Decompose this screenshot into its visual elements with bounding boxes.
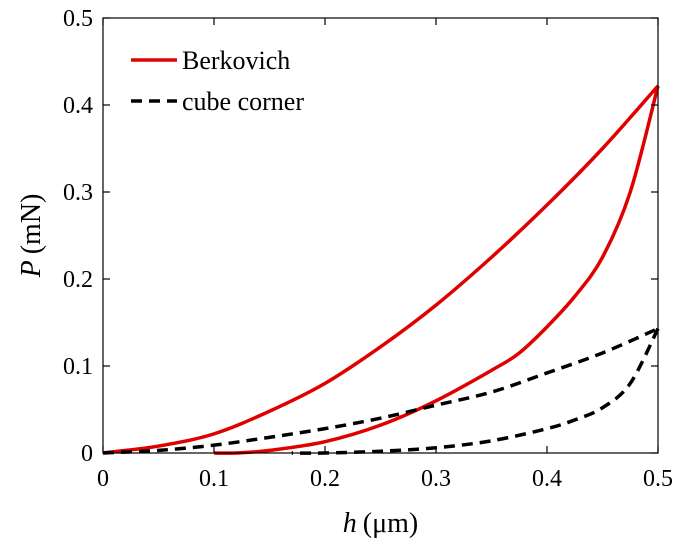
x-axis-variable: h bbox=[343, 508, 357, 539]
legend-label-1: cube corner bbox=[182, 87, 304, 116]
y-axis-label: P (mN) bbox=[16, 194, 47, 279]
y-tick-label: 0.3 bbox=[63, 180, 93, 206]
y-tick-label: 0.5 bbox=[63, 6, 93, 32]
y-axis-variable: P bbox=[16, 260, 47, 278]
legend-label-0: Berkovich bbox=[182, 46, 290, 75]
y-tick-label: 0.2 bbox=[63, 267, 93, 293]
series-1-unloading-line bbox=[291, 327, 660, 455]
y-tick-label: 0.1 bbox=[63, 354, 93, 380]
x-axis-label: h (μm) bbox=[343, 508, 418, 539]
legend: Berkovich cube corner bbox=[131, 46, 304, 116]
series-0-loading-line bbox=[102, 84, 660, 455]
series-1-loading-line bbox=[102, 326, 659, 455]
y-tick-label: 0 bbox=[81, 441, 93, 467]
x-tick-label: 0.4 bbox=[532, 466, 562, 492]
x-tick-label: 0.3 bbox=[421, 466, 451, 492]
x-axis-unit: (μm) bbox=[363, 508, 418, 539]
series-0-unloading-line bbox=[213, 85, 660, 455]
plot-frame bbox=[102, 17, 659, 454]
x-tick-label: 0.1 bbox=[199, 466, 229, 492]
x-tick-label: 0.5 bbox=[643, 466, 673, 492]
series-layer bbox=[102, 84, 660, 455]
x-tick-label: 0 bbox=[97, 466, 109, 492]
ticks-layer: 0 0.1 0.2 0.3 0.4 0.5 0 0.1 0.2 0.3 0.4 0.5 bbox=[63, 6, 673, 492]
y-tick-label: 0.4 bbox=[63, 93, 93, 119]
y-axis-unit: (mN) bbox=[16, 194, 47, 255]
x-tick-label: 0.2 bbox=[310, 466, 340, 492]
